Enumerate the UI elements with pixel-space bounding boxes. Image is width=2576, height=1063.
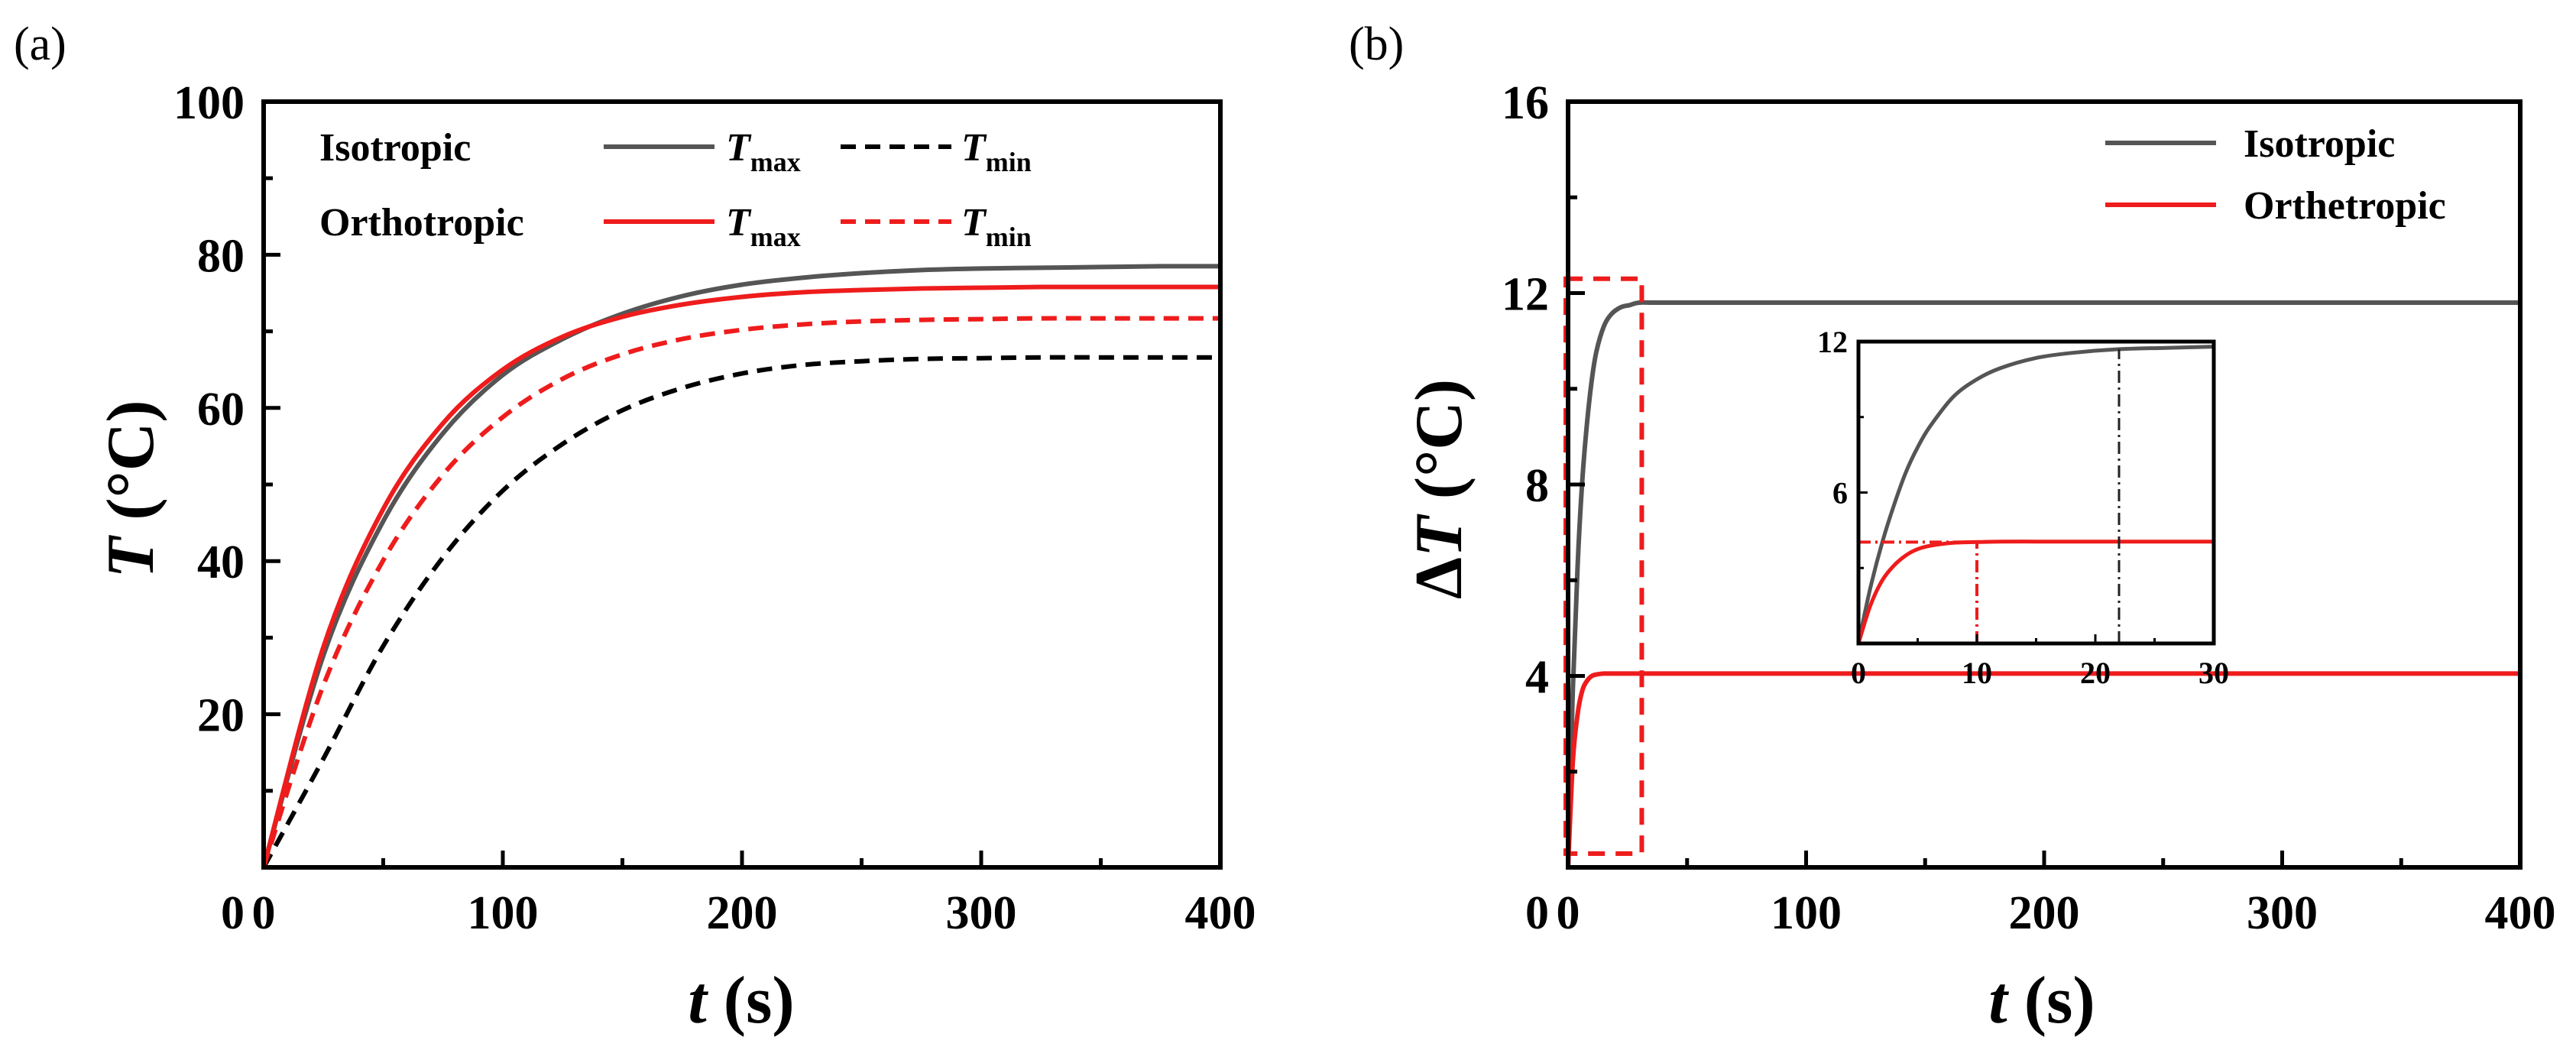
inset-background bbox=[1858, 342, 2214, 643]
inset-ytick-label: 6 bbox=[1832, 476, 1848, 510]
legend-orth-tmin-t: T bbox=[961, 201, 987, 245]
legend-iso-tmax-sub: max bbox=[750, 147, 801, 177]
panel-b-xtick-label: 300 bbox=[2247, 887, 2318, 939]
panel-a-ytick-label: 80 bbox=[197, 230, 245, 282]
panel-a-xlabel-var: t bbox=[688, 964, 708, 1038]
panel-a-ytick-label: 100 bbox=[173, 77, 245, 129]
legend-iso-tmax: Tmax bbox=[726, 126, 801, 177]
panel-b-legend: Isotropic Orthetropic bbox=[2105, 122, 2446, 228]
legend-iso-tmax-t: T bbox=[726, 126, 752, 170]
panel-b-ytick-label: 4 bbox=[1525, 652, 1549, 704]
inset-xtick-label: 20 bbox=[2080, 656, 2111, 690]
inset-ytick-label: 12 bbox=[1817, 325, 1848, 359]
inset-xtick-label: 0 bbox=[1851, 656, 1866, 690]
panel-a-ticks: 0 100 200 300 400 20 40 60 80 100 0 bbox=[173, 77, 1256, 939]
panel-a-ytick-label: 40 bbox=[197, 536, 245, 588]
inset-xtick-label: 10 bbox=[1962, 656, 1992, 690]
legend-b-isotropic: Isotropic bbox=[2244, 122, 2395, 166]
panel-b-ylabel: ΔT (°C) bbox=[1402, 379, 1476, 599]
inset-xtick-label: 30 bbox=[2199, 656, 2229, 690]
panel-a-series-3 bbox=[261, 316, 1220, 868]
panel-a-series-0 bbox=[261, 264, 1221, 868]
panel-b-ylabel-delta: Δ bbox=[1402, 557, 1476, 599]
legend-isotropic: Isotropic bbox=[319, 126, 471, 170]
panel-a-xtick-label: 0 bbox=[252, 887, 276, 939]
panel-b-origin-label: 0 bbox=[1525, 887, 1549, 939]
panel-a-label: (a) bbox=[14, 18, 66, 70]
panel-b-xtick-label: 100 bbox=[1771, 887, 1842, 939]
panel-a-ylabel-var: T bbox=[94, 535, 168, 578]
inset-series bbox=[1856, 345, 2215, 644]
panel-b-series-0 bbox=[1566, 300, 2520, 868]
panel-a-ylabel-unit: (°C) bbox=[94, 400, 168, 536]
legend-orth-tmax: Tmax bbox=[726, 201, 801, 252]
panel-b-xlabel: t (s) bbox=[1988, 964, 2095, 1038]
legend-orth-tmax-sub: max bbox=[750, 222, 801, 252]
legend-iso-tmin-t: T bbox=[961, 126, 987, 170]
legend-orth-tmin-sub: min bbox=[986, 222, 1032, 252]
panel-a-xlabel-unit: (s) bbox=[707, 964, 795, 1038]
inset-ticks: 0 10 20 30 6 12 bbox=[1817, 325, 2229, 690]
panel-a-xtick-label: 400 bbox=[1185, 887, 1256, 939]
legend-orth-tmin: Tmin bbox=[961, 201, 1032, 252]
panel-b-xtick-label: 0 bbox=[1557, 887, 1580, 939]
legend-iso-tmin: Tmin bbox=[961, 126, 1032, 177]
highlight-box bbox=[1563, 276, 1644, 856]
panel-b-xtick-label: 400 bbox=[2485, 887, 2556, 939]
panel-a-xtick-label: 300 bbox=[946, 887, 1017, 939]
panel-a-series-2 bbox=[261, 284, 1220, 868]
panel-a-legend: Isotropic Orthotropic Tmax Tmin Tmax Tmi… bbox=[319, 126, 1032, 252]
panel-a-xtick-label: 200 bbox=[707, 887, 778, 939]
inset-chart: 0 10 20 30 6 12 bbox=[1817, 325, 2229, 690]
panel-b-ytick-label: 8 bbox=[1525, 460, 1549, 512]
panel-a-ylabel: T (°C) bbox=[94, 400, 168, 578]
panel-b-ytick-label: 12 bbox=[1502, 269, 1549, 321]
panel-b-ylabel-unit: (°C) bbox=[1402, 379, 1476, 516]
panel-a-series bbox=[261, 264, 1221, 869]
legend-orth-tmax-t: T bbox=[726, 201, 752, 245]
panel-b-label: (b) bbox=[1349, 18, 1404, 70]
inset-series-0 bbox=[1856, 345, 2215, 644]
panel-a-xlabel: t (s) bbox=[688, 964, 794, 1038]
legend-b-orthetropic: Orthetropic bbox=[2244, 184, 2446, 228]
panel-a-ytick-label: 60 bbox=[197, 384, 245, 436]
panel-a-ytick-label: 20 bbox=[197, 690, 245, 742]
legend-iso-tmin-sub: min bbox=[986, 147, 1032, 177]
panel-b-xtick-label: 200 bbox=[2009, 887, 2080, 939]
panel-b-xlabel-unit: (s) bbox=[2007, 964, 2095, 1038]
panel-b-ytick-label: 16 bbox=[1502, 77, 1549, 129]
panel-a-xtick-label: 100 bbox=[468, 887, 539, 939]
panel-a-series-1 bbox=[261, 355, 1220, 869]
panel-b-series bbox=[1566, 300, 2520, 868]
panel-b-series-1 bbox=[1566, 671, 2520, 868]
panel-a-origin-label: 0 bbox=[221, 887, 245, 939]
panel-b-xlabel-var: t bbox=[1988, 964, 2009, 1038]
legend-orthotropic: Orthotropic bbox=[319, 201, 524, 245]
panel-b-ylabel-var: T bbox=[1402, 514, 1476, 557]
